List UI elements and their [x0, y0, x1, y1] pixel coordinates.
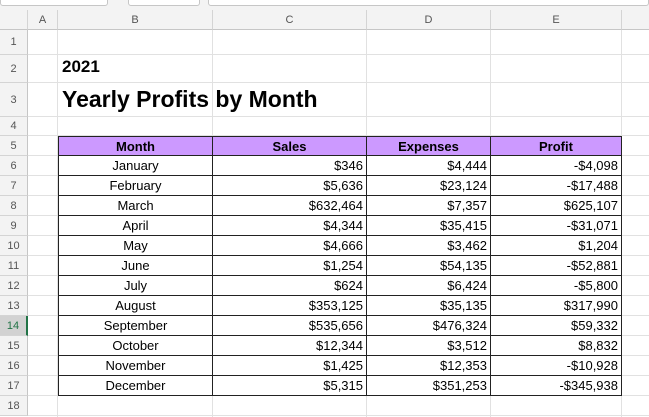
grid-line — [28, 415, 649, 416]
table-header-cell: Expenses — [367, 136, 491, 156]
table-cell: $632,464 — [213, 196, 367, 216]
row-header[interactable]: 7 — [0, 176, 28, 196]
row-header[interactable]: 10 — [0, 236, 28, 256]
table-cell: $5,636 — [213, 176, 367, 196]
toolbar-strip — [0, 0, 649, 10]
table-cell: November — [58, 356, 213, 376]
grid-line — [57, 10, 58, 417]
row-header[interactable]: 8 — [0, 196, 28, 216]
table-cell: $625,107 — [491, 196, 622, 216]
table-cell: $3,512 — [367, 336, 491, 356]
row-header[interactable]: 6 — [0, 156, 28, 176]
table-cell: June — [58, 256, 213, 276]
table-cell: February — [58, 176, 213, 196]
table-cell: -$345,938 — [491, 376, 622, 396]
table-cell: -$31,071 — [491, 216, 622, 236]
table-cell: $476,324 — [367, 316, 491, 336]
table-cell: $346 — [213, 156, 367, 176]
column-header[interactable]: E — [491, 10, 622, 30]
row-header[interactable]: 5 — [0, 136, 28, 156]
table-cell: $351,253 — [367, 376, 491, 396]
row-header[interactable]: 14 — [0, 316, 28, 336]
row-header[interactable]: 11 — [0, 256, 28, 276]
table-cell: $3,462 — [367, 236, 491, 256]
table-cell: May — [58, 236, 213, 256]
table-cell: $1,204 — [491, 236, 622, 256]
column-header[interactable]: C — [213, 10, 367, 30]
row-header[interactable]: 12 — [0, 276, 28, 296]
formula-buttons[interactable] — [128, 0, 200, 6]
table-cell: $6,424 — [367, 276, 491, 296]
table-cell: September — [58, 316, 213, 336]
row-header[interactable]: 3 — [0, 83, 28, 117]
column-header[interactable] — [622, 10, 649, 30]
table-cell: March — [58, 196, 213, 216]
table-cell: $5,315 — [213, 376, 367, 396]
table-cell: $353,125 — [213, 296, 367, 316]
table-cell: -$5,800 — [491, 276, 622, 296]
table-cell: -$17,488 — [491, 176, 622, 196]
row-header[interactable]: 17 — [0, 376, 28, 396]
table-cell: January — [58, 156, 213, 176]
corner-cell[interactable] — [0, 10, 28, 30]
row-header[interactable]: 16 — [0, 356, 28, 376]
row-header[interactable]: 9 — [0, 216, 28, 236]
table-cell: $4,344 — [213, 216, 367, 236]
table-cell: $54,135 — [367, 256, 491, 276]
table-cell: $7,357 — [367, 196, 491, 216]
table-cell: $8,832 — [491, 336, 622, 356]
column-header[interactable]: B — [58, 10, 213, 30]
table-cell: $12,344 — [213, 336, 367, 356]
row-header[interactable]: 4 — [0, 117, 28, 136]
table-cell: $624 — [213, 276, 367, 296]
row-header[interactable]: 18 — [0, 396, 28, 416]
name-box[interactable] — [0, 0, 108, 6]
table-cell: $4,666 — [213, 236, 367, 256]
table-cell: $35,415 — [367, 216, 491, 236]
table-cell: $535,656 — [213, 316, 367, 336]
table-cell: $317,990 — [491, 296, 622, 316]
year-label: 2021 — [62, 57, 100, 76]
grid-line — [28, 54, 649, 55]
table-cell: $35,135 — [367, 296, 491, 316]
table-cell: $59,332 — [491, 316, 622, 336]
table-cell: December — [58, 376, 213, 396]
column-header[interactable]: D — [367, 10, 491, 30]
table-cell: $1,254 — [213, 256, 367, 276]
grid-line — [28, 116, 649, 117]
row-header[interactable]: 15 — [0, 336, 28, 356]
table-header-cell: Month — [58, 136, 213, 156]
grid-line — [28, 82, 649, 83]
table-cell: -$52,881 — [491, 256, 622, 276]
table-cell: -$4,098 — [491, 156, 622, 176]
table-header-cell: Profit — [491, 136, 622, 156]
table-cell: April — [58, 216, 213, 236]
table-cell: -$10,928 — [491, 356, 622, 376]
row-header[interactable]: 13 — [0, 296, 28, 316]
table-cell: $1,425 — [213, 356, 367, 376]
table-cell: $23,124 — [367, 176, 491, 196]
table-cell: August — [58, 296, 213, 316]
table-cell: July — [58, 276, 213, 296]
column-header[interactable]: A — [28, 10, 58, 30]
formula-bar[interactable] — [208, 0, 649, 6]
sheet-title: Yearly Profits by Month — [62, 86, 318, 112]
row-header[interactable]: 2 — [0, 55, 28, 83]
grid-line — [28, 135, 649, 136]
table-cell: $4,444 — [367, 156, 491, 176]
table-cell: $12,353 — [367, 356, 491, 376]
table-cell: October — [58, 336, 213, 356]
table-header-cell: Sales — [213, 136, 367, 156]
row-header[interactable]: 1 — [0, 30, 28, 55]
